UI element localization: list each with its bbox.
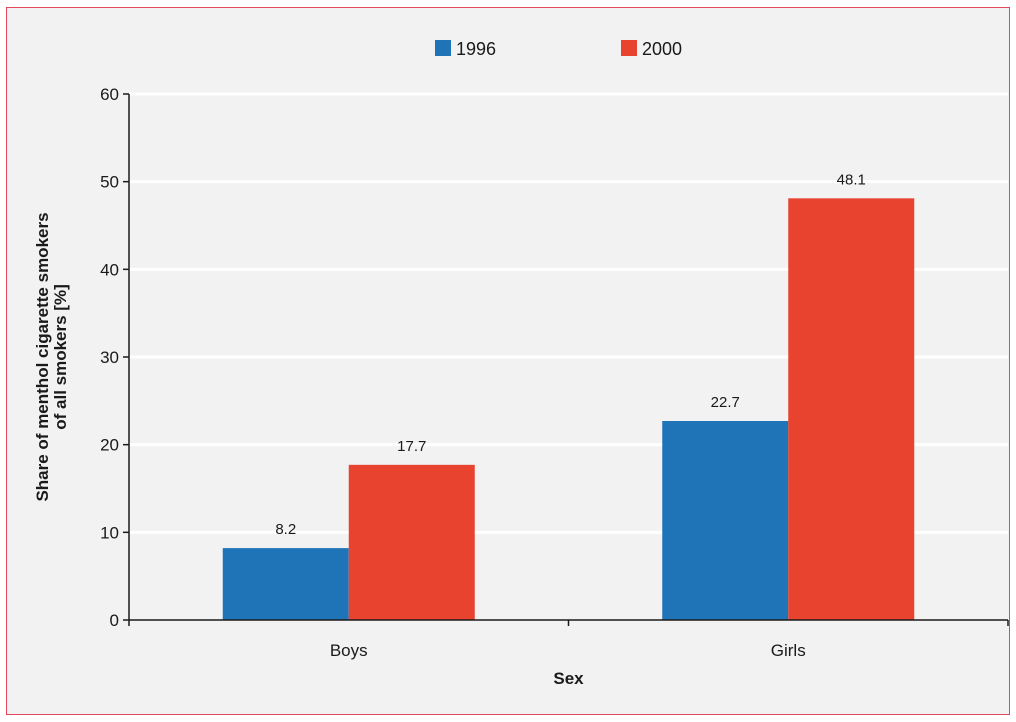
y-tick-label: 60: [100, 85, 119, 104]
legend-swatch-2000: [621, 40, 637, 56]
bar-chart: 0 10 20 30 40 50 60 8.2 17.7 Boys 22.7 48.1 Girls 19…: [33, 39, 1009, 688]
labels: 0 10 20 30 40 50 60 8.2 17.7 Boys 22.7 48.1 Girls: [100, 85, 866, 660]
axes: [123, 93, 1009, 626]
y-tick-label: 10: [100, 523, 119, 542]
bar-1996-girls: [662, 420, 789, 620]
legend-label-2000: 2000: [642, 39, 682, 59]
y-axis-title-line: of all smokers [%]: [51, 284, 70, 430]
bar-2000-girls: [788, 198, 915, 620]
x-tick-label: Boys: [330, 641, 368, 660]
bar-2000-boys: [348, 464, 475, 620]
bars: [222, 198, 915, 620]
y-tick-label: 40: [100, 260, 119, 279]
chart-frame: 0 10 20 30 40 50 60 8.2 17.7 Boys 22.7 48.1 Girls 19…: [6, 7, 1010, 715]
legend: 1996 2000: [435, 39, 682, 59]
x-axis-title: Sex: [553, 669, 584, 688]
data-label: 17.7: [397, 438, 426, 455]
y-tick-label: 30: [100, 348, 119, 367]
legend-swatch-1996: [435, 40, 451, 56]
data-label: 48.1: [837, 171, 866, 188]
y-tick-label: 0: [110, 611, 119, 630]
y-axis-title-line: Share of menthol cigarette smokers: [33, 212, 52, 501]
y-tick-label: 50: [100, 173, 119, 192]
x-tick-label: Girls: [771, 641, 806, 660]
data-label: 8.2: [275, 521, 296, 538]
data-label: 22.7: [711, 394, 740, 411]
bar-1996-boys: [222, 548, 349, 620]
legend-label-1996: 1996: [456, 39, 496, 59]
y-axis-title: Share of menthol cigarette smokersof all…: [33, 212, 70, 501]
y-tick-label: 20: [100, 436, 119, 455]
